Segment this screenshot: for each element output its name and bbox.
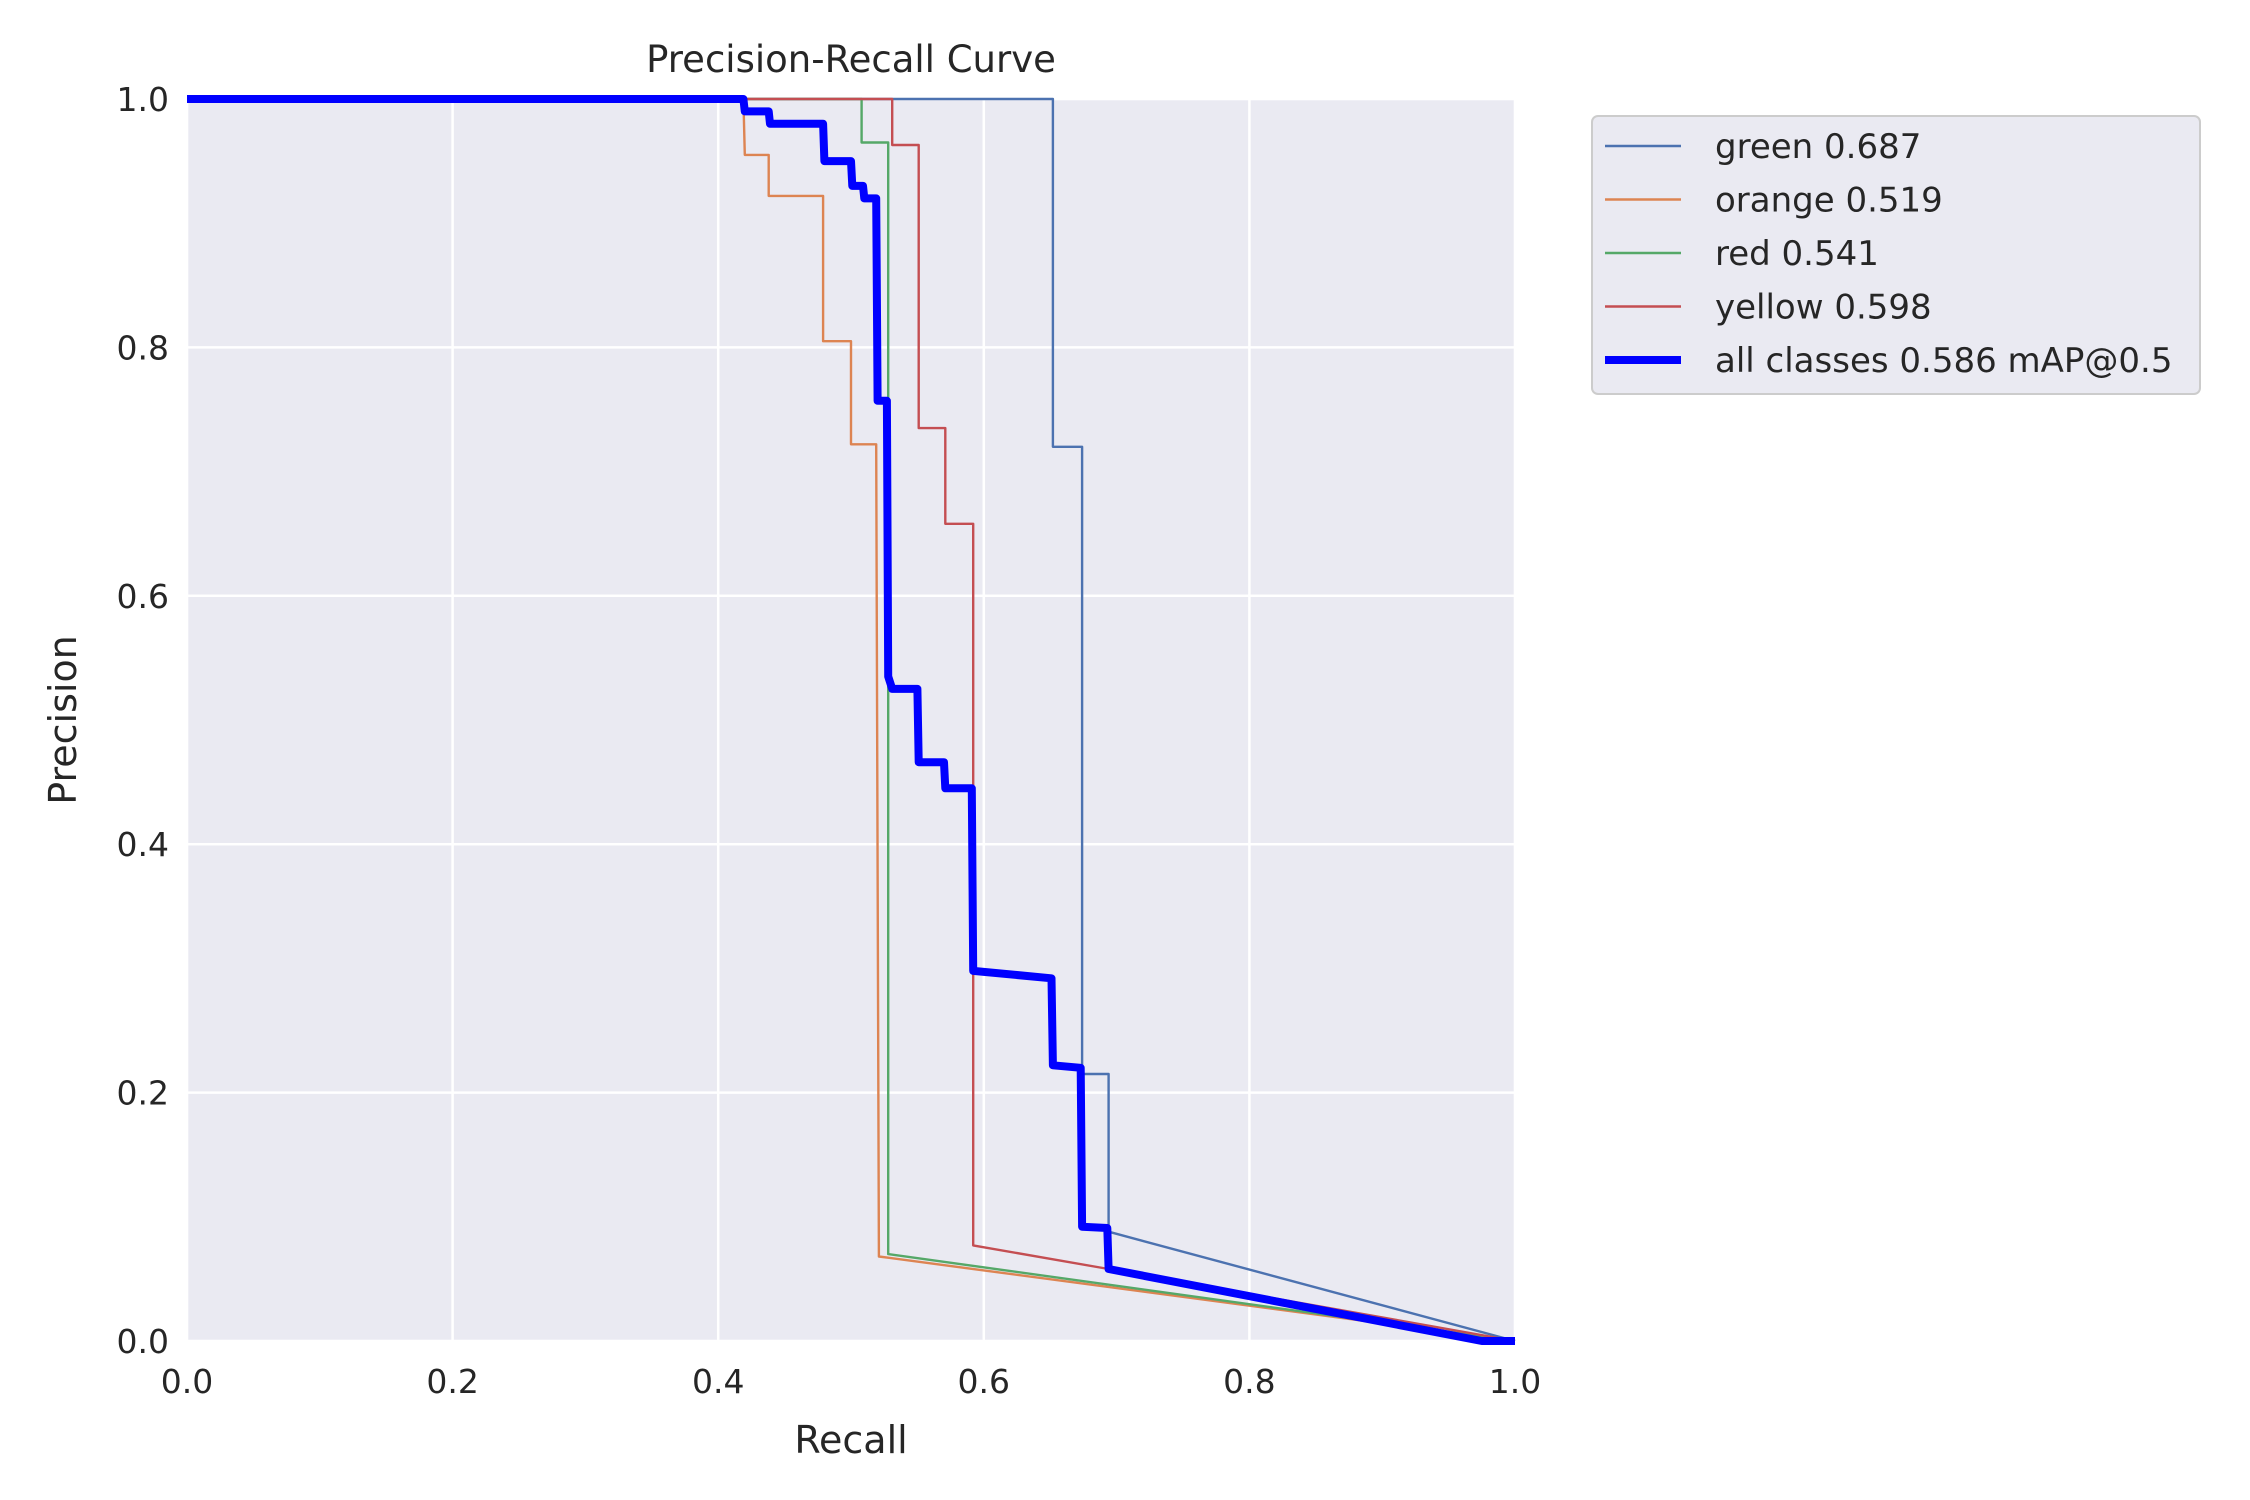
series-line-3 bbox=[187, 97, 1516, 1343]
y-axis-label: Precision bbox=[41, 635, 85, 805]
y-tick-label: 1.0 bbox=[117, 80, 169, 119]
series-line-0 bbox=[187, 97, 1516, 1343]
legend-label: yellow 0.598 bbox=[1715, 288, 1932, 328]
series-line-4 bbox=[187, 95, 1515, 1345]
x-tick-label: 0.0 bbox=[161, 1362, 213, 1401]
y-tick-label: 0.6 bbox=[117, 577, 169, 616]
series-line-1 bbox=[187, 97, 1516, 1343]
x-tick-label: 0.4 bbox=[692, 1362, 744, 1401]
legend-label: orange 0.519 bbox=[1715, 181, 1943, 221]
chart-title: Precision-Recall Curve bbox=[646, 38, 1056, 81]
legend: green 0.687 orange 0.519 red 0.541 yellow 0… bbox=[1591, 115, 2201, 395]
y-tick-label: 0.8 bbox=[117, 328, 169, 367]
x-tick-label: 1.0 bbox=[1489, 1362, 1541, 1401]
y-tick-label: 0.0 bbox=[117, 1322, 169, 1361]
x-tick-label: 0.8 bbox=[1223, 1362, 1275, 1401]
y-tick-label: 0.4 bbox=[117, 825, 169, 864]
legend-label: red 0.541 bbox=[1715, 234, 1879, 274]
x-tick-label: 0.2 bbox=[426, 1362, 478, 1401]
y-tick-label: 0.2 bbox=[117, 1074, 169, 1113]
tick-labels: 0.0 0.2 0.4 0.6 0.8 1.0 0.0 0.2 0.4 0.6 0.8 1.0 bbox=[117, 80, 1542, 1401]
x-axis-label: Recall bbox=[794, 1418, 907, 1462]
plot-area bbox=[187, 99, 1515, 1341]
legend-box bbox=[1591, 115, 2201, 395]
series-layer bbox=[187, 95, 1516, 1345]
x-tick-label: 0.6 bbox=[958, 1362, 1010, 1401]
legend-label: all classes 0.586 mAP@0.5 bbox=[1715, 341, 2172, 381]
legend-label: green 0.687 bbox=[1715, 127, 1921, 167]
